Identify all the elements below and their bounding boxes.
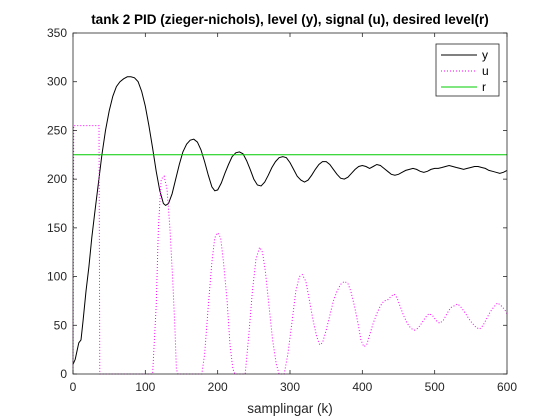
x-tick-label: 100 [135, 380, 155, 394]
plot-area [73, 33, 507, 374]
x-tick-label: 300 [280, 380, 300, 394]
series-layer [72, 76, 508, 375]
y-tick-label: 350 [47, 26, 67, 40]
y-tick-label: 0 [60, 367, 67, 381]
chart-title: tank 2 PID (zieger-nichols), level (y), … [91, 12, 489, 27]
legend-label-u: u [482, 64, 489, 78]
x-tick-label: 500 [425, 380, 445, 394]
x-axis-label: samplingar (k) [247, 401, 333, 416]
legend: y u r [435, 43, 500, 97]
y-tick-label: 250 [47, 123, 67, 137]
y-tick-label: 200 [47, 172, 67, 186]
series-line-y [72, 76, 508, 365]
y-tick-label: 150 [47, 221, 67, 235]
series-line-u [72, 125, 508, 375]
x-tick-label: 200 [208, 380, 228, 394]
legend-label-y: y [482, 48, 488, 62]
x-tick-label: 600 [497, 380, 517, 394]
y-tick-label: 300 [47, 75, 67, 89]
x-tick-label: 0 [70, 380, 77, 394]
x-tick-label: 400 [352, 380, 372, 394]
y-tick-label: 100 [47, 270, 67, 284]
legend-box [435, 43, 500, 97]
legend-label-r: r [482, 80, 486, 94]
y-tick-label: 50 [54, 318, 68, 332]
ticks-layer: 0 100 200 300 400 500 600 0 50 100 150 200 250 300 350 [47, 26, 517, 394]
